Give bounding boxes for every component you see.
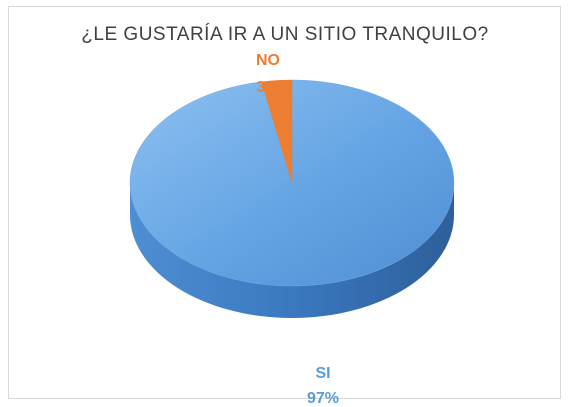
slice-value-no: 3% [256, 79, 279, 96]
chart-title: ¿LE GUSTARÍA IR A UN SITIO TRANQUILO? [81, 24, 489, 45]
slice-label-no: NO [256, 52, 280, 69]
slice-value-si: 97% [307, 390, 339, 407]
pie-side-wall [130, 183, 454, 318]
pie-slice-no [261, 79, 293, 184]
slice-label-si: SI [315, 365, 330, 382]
